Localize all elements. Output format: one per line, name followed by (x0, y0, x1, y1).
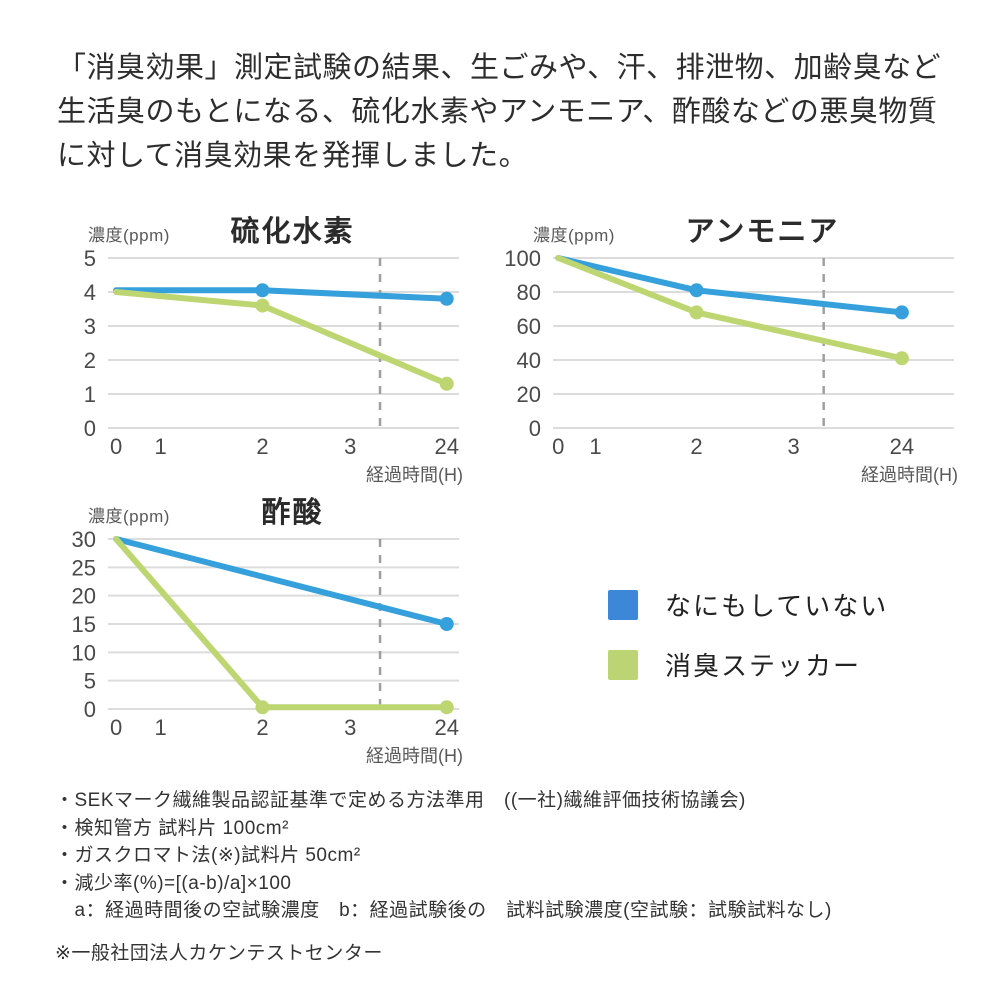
svg-text:5: 5 (84, 669, 96, 694)
svg-text:0: 0 (552, 434, 564, 459)
chart-header: 濃度(ppm) 酢酸 (60, 493, 465, 531)
hydrogen-sulfide-chart: 濃度(ppm) 硫化水素 0 1 2 3 4 5 0 1 2 3 24 経過時間(H) (60, 212, 465, 490)
svg-text:0: 0 (110, 715, 122, 740)
svg-text:25: 25 (72, 555, 96, 580)
footnote-line: ・ガスクロマト法(※)試料片 50cm² (55, 845, 361, 866)
svg-text:2: 2 (256, 715, 268, 740)
svg-text:5: 5 (84, 250, 96, 271)
test-center-source: ※一般社団法人カケンテストセンター (55, 942, 383, 964)
svg-text:0: 0 (529, 416, 541, 441)
svg-text:経過時間(H): 経過時間(H) (366, 465, 463, 485)
blue-swatch-icon (608, 589, 638, 620)
svg-text:1: 1 (155, 715, 167, 740)
green-swatch-icon (608, 649, 638, 680)
svg-text:24: 24 (890, 434, 914, 459)
svg-text:1: 1 (155, 434, 167, 459)
y-axis-label: 濃度(ppm) (88, 226, 170, 245)
svg-text:経過時間(H): 経過時間(H) (366, 746, 463, 766)
chart-header: 濃度(ppm) アンモニア (505, 212, 960, 250)
svg-text:3: 3 (344, 434, 356, 459)
footnote-line: a：経過時間後の空試験濃度 b：経過試験後の 試料試験濃度(空試験：試験試料なし… (55, 900, 832, 921)
svg-text:0: 0 (110, 434, 122, 459)
chart-header: 濃度(ppm) 硫化水素 (60, 212, 465, 250)
svg-text:24: 24 (434, 434, 458, 459)
footnotes: ・SEKマーク繊維製品認証基準で定める方法準用 ((一社)繊維評価技術協議会) … (55, 787, 955, 967)
svg-text:30: 30 (72, 531, 96, 552)
y-axis-label: 濃度(ppm) (533, 226, 615, 245)
footnote-line: ・SEKマーク繊維製品認証基準で定める方法準用 ((一社)繊維評価技術協議会) (55, 790, 746, 811)
svg-text:20: 20 (72, 584, 96, 609)
chart-title: 酢酸 (261, 497, 324, 529)
svg-text:60: 60 (517, 314, 541, 339)
svg-text:2: 2 (690, 434, 702, 459)
svg-text:1: 1 (589, 434, 601, 459)
svg-text:15: 15 (72, 612, 96, 637)
legend: なにもしていない 消臭ステッカー (608, 586, 888, 706)
legend-label: なにもしていない (665, 591, 889, 621)
acetic-acid-chart: 濃度(ppm) 酢酸 0 5 10 15 20 25 30 0 1 2 3 24 経過時間(H) (60, 493, 465, 771)
svg-text:0: 0 (84, 416, 96, 441)
svg-text:100: 100 (505, 250, 541, 271)
svg-text:4: 4 (84, 280, 96, 305)
svg-text:0: 0 (84, 697, 96, 722)
footnote-line: ・検知管方 試料片 100cm² (55, 817, 289, 839)
legend-item-deodorant-sticker: 消臭ステッカー (608, 646, 888, 683)
svg-text:3: 3 (84, 314, 96, 339)
svg-text:80: 80 (517, 280, 541, 305)
chart-title: 硫化水素 (230, 216, 355, 248)
chart-title: アンモニア (685, 216, 840, 248)
footnote-line: ・減少率(%)=[(a-b)/a]×100 (55, 872, 292, 894)
svg-text:1: 1 (84, 382, 96, 407)
legend-label: 消臭ステッカー (665, 651, 862, 681)
svg-text:40: 40 (517, 348, 541, 373)
ammonia-chart: 濃度(ppm) アンモニア 0 20 40 60 80 100 0 1 2 3 24 経過時間(H) (505, 212, 960, 490)
svg-text:経過時間(H): 経過時間(H) (861, 465, 958, 485)
svg-text:10: 10 (72, 640, 96, 665)
svg-text:2: 2 (256, 434, 268, 459)
svg-text:3: 3 (344, 715, 356, 740)
svg-text:3: 3 (787, 434, 799, 459)
svg-text:20: 20 (517, 382, 541, 407)
hydrogen-sulfide-plot: 0 1 2 3 4 5 0 1 2 3 24 経過時間(H) (84, 250, 463, 485)
legend-item-untreated: なにもしていない (608, 586, 888, 623)
svg-text:24: 24 (434, 715, 458, 740)
intro-text: 「消臭効果」測定試験の結果、生ごみや、汗、排泄物、加齢臭など生活臭のもとになる、… (57, 52, 942, 172)
svg-text:2: 2 (84, 348, 96, 373)
y-axis-label: 濃度(ppm) (88, 507, 170, 526)
